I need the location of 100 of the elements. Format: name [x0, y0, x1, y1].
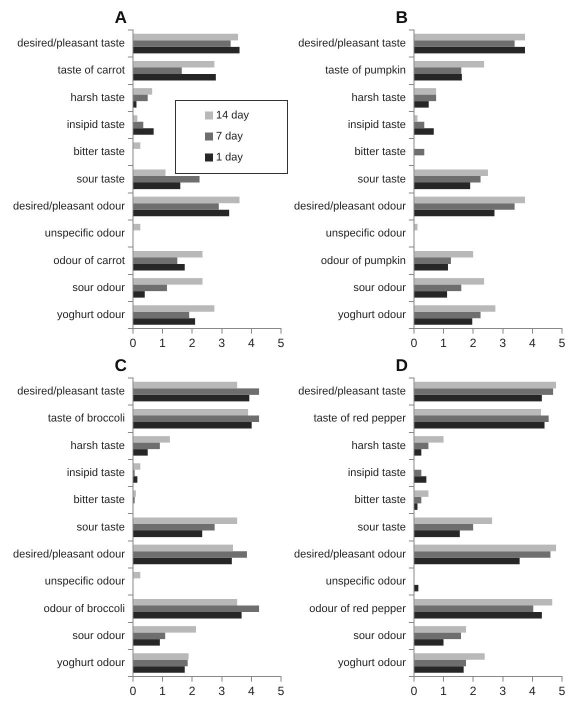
bar — [414, 653, 485, 660]
bar — [414, 632, 462, 640]
bar — [414, 46, 525, 54]
bar — [133, 442, 160, 450]
bar — [133, 558, 232, 564]
y-tick-label: yoghurt odour — [338, 309, 406, 322]
bar — [133, 666, 185, 673]
x-tick-label: 1 — [159, 336, 166, 350]
bar — [133, 210, 230, 216]
y-tick-label: insipid taste — [348, 467, 406, 480]
x-tick-label: 0 — [410, 684, 418, 698]
bar — [414, 170, 488, 176]
bar — [414, 496, 422, 504]
bar — [133, 639, 160, 646]
bar — [414, 74, 462, 80]
x-tick-label: 5 — [558, 336, 566, 350]
bar — [414, 318, 472, 325]
y-tick-label: taste of red pepper — [314, 412, 406, 425]
y-tick-label: sour odour — [72, 630, 126, 642]
y-tick-label: unspecific odour — [44, 576, 126, 588]
bar — [133, 60, 214, 68]
y-tick-label: unspecific odour — [44, 228, 126, 240]
bar — [133, 653, 189, 660]
bar — [133, 422, 252, 428]
bar — [414, 176, 481, 183]
bar — [414, 666, 464, 673]
bar — [414, 278, 484, 285]
y-tick-label: yoghurt odour — [57, 309, 126, 322]
chart-title: D — [396, 356, 408, 376]
bar — [133, 278, 203, 285]
bar — [133, 605, 260, 612]
legend-label: 1 day — [216, 152, 244, 164]
bar — [414, 598, 552, 606]
y-tick-label: desired/pleasant taste — [17, 386, 125, 398]
y-tick-label: bitter taste — [354, 146, 406, 158]
bar — [414, 382, 556, 388]
y-tick-label: desired/pleasant taste — [298, 386, 406, 398]
bar — [133, 122, 144, 128]
x-tick-label: 5 — [558, 684, 566, 698]
x-tick-label: 0 — [410, 336, 418, 350]
bar — [414, 224, 418, 230]
x-tick-label: 3 — [218, 336, 226, 350]
x-tick-label: 0 — [130, 336, 137, 350]
bar — [414, 388, 554, 395]
x-tick-label: 4 — [529, 336, 536, 350]
bar — [133, 284, 167, 292]
chart-title: C — [114, 356, 127, 376]
y-tick-label: sour taste — [358, 173, 406, 186]
bar — [414, 394, 542, 402]
bar — [414, 115, 418, 122]
bar — [414, 530, 460, 538]
y-tick-label: bitter taste — [354, 494, 406, 506]
bar — [133, 388, 260, 395]
x-tick-label: 4 — [248, 684, 256, 698]
y-tick-label: sour taste — [76, 173, 125, 186]
bar — [133, 524, 215, 531]
bar — [414, 34, 525, 40]
bar — [133, 34, 238, 40]
y-tick-label: bitter taste — [74, 494, 125, 506]
bar — [133, 203, 219, 210]
bar — [133, 250, 203, 258]
bar — [133, 182, 180, 190]
y-tick-label: sour odour — [72, 282, 126, 294]
bar — [414, 449, 422, 456]
bar — [133, 626, 196, 633]
bar — [414, 408, 541, 416]
bar — [414, 551, 550, 558]
y-tick-label: taste of pumpkin — [325, 64, 406, 77]
bar — [133, 318, 196, 325]
bar — [414, 639, 444, 646]
bar — [133, 46, 240, 54]
bar — [414, 250, 474, 258]
y-tick-label: desired/pleasant odour — [12, 548, 126, 560]
bar — [133, 415, 260, 422]
bar — [414, 264, 448, 271]
bar — [414, 503, 418, 510]
y-tick-label: taste of broccoli — [48, 412, 125, 425]
y-tick-label: insipid taste — [348, 119, 406, 132]
bar — [414, 584, 418, 592]
y-tick-label: unspecific odour — [326, 228, 406, 240]
y-tick-label: odour of broccoli — [44, 602, 125, 615]
bar — [414, 94, 436, 102]
bar — [133, 312, 190, 318]
legend-label: 14 day — [216, 110, 250, 122]
bar — [414, 660, 466, 666]
bar — [414, 558, 520, 564]
x-tick-label: 2 — [470, 336, 477, 350]
bar — [133, 196, 240, 204]
y-tick-label: harsh taste — [70, 440, 125, 452]
bar — [133, 88, 152, 95]
bar — [414, 122, 424, 128]
chart-title: A — [114, 8, 127, 28]
bar — [133, 598, 238, 606]
y-tick-label: odour of carrot — [53, 254, 125, 267]
bar — [133, 67, 182, 74]
bar — [133, 94, 148, 102]
x-tick-label: 3 — [218, 684, 226, 698]
bar — [133, 142, 140, 149]
y-tick-label: desired/pleasant odour — [294, 548, 406, 560]
bar — [414, 518, 492, 524]
